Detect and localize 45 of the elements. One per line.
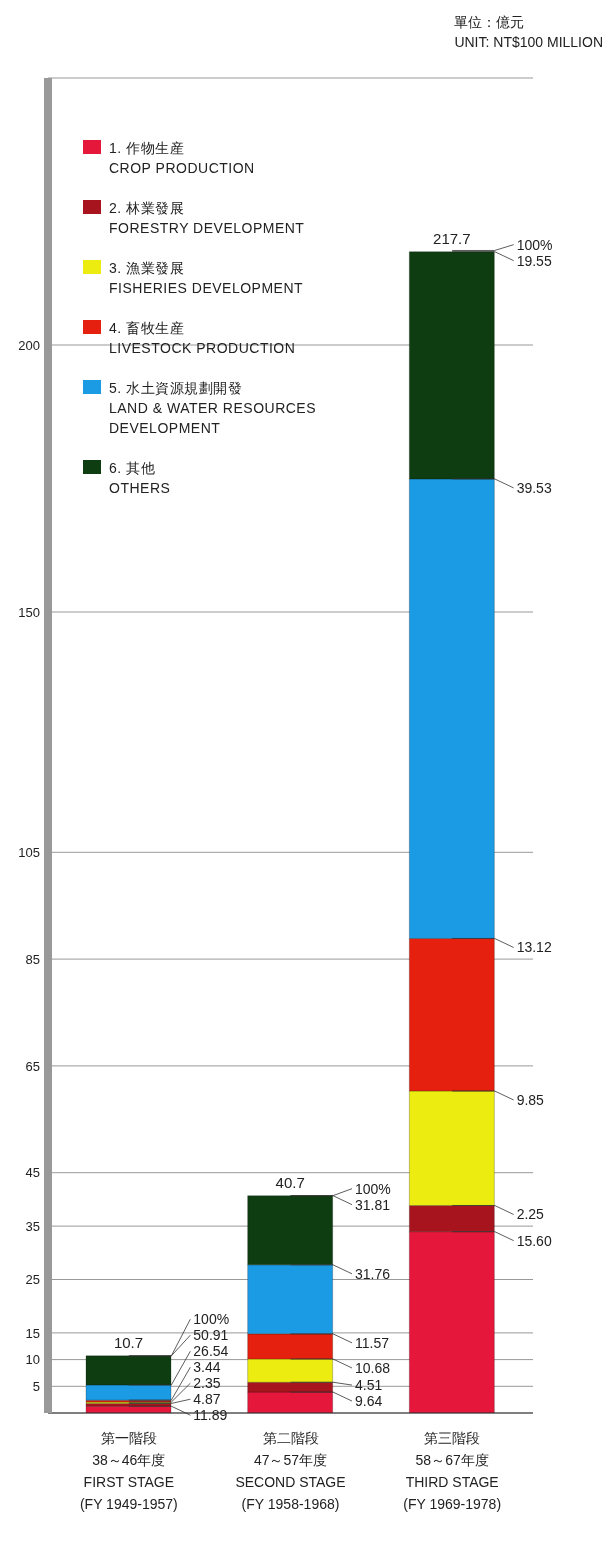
annotation: 11.57 — [355, 1334, 390, 1351]
y-tick-label: 15 — [25, 1325, 40, 1341]
y-tick-label: 105 — [18, 844, 40, 860]
annotation: 19.55 — [516, 252, 552, 269]
legend-label: 6. 其他 OTHERS — [109, 459, 171, 498]
annotation: 15.60 — [516, 1232, 552, 1249]
annotation: 100% — [355, 1180, 391, 1197]
annotation: 26.54 — [193, 1343, 229, 1360]
text: 單位：億元 — [454, 13, 526, 32]
annotation: 3.44 — [193, 1359, 221, 1376]
legend-label: 3. 漁業發展 FISHERIES DEVELOPMENT — [109, 259, 304, 298]
annotation: 9.85 — [516, 1092, 545, 1108]
y-tick-label: 10 — [25, 1352, 40, 1368]
y-tick-label: 85 — [25, 951, 40, 967]
legend-label: 5. 水土資源規劃開發 LAND & WATER RESOURCES DEVELOPMENT — [109, 379, 317, 438]
legend-label: 2. 林業發展 FORESTRY DEVELOPMENT — [109, 199, 305, 238]
y-tick-label: 200 — [18, 337, 40, 353]
total-label: 217.7 — [433, 229, 471, 247]
annotation: 4.51 — [355, 1377, 383, 1394]
text: UNIT: NT$100 MILLION — [454, 33, 603, 52]
annotation: 4.87 — [193, 1391, 221, 1408]
annotation: 39.53 — [516, 479, 552, 496]
y-tick-label: 65 — [25, 1058, 40, 1074]
annotation: 100% — [193, 1311, 230, 1328]
total-label: 40.7 — [275, 1173, 305, 1191]
x-tick-label: 第三階段 58～67年度 THIRD STAGE (FY 1969-1978) — [403, 1430, 502, 1512]
legend-label: 4. 畜牧生産 LIVESTOCK PRODUCTION — [109, 319, 296, 358]
x-tick-label: 第一階段 38～46年度 FIRST STAGE (FY 1949-1957) — [79, 1430, 178, 1512]
annotation: 100% — [516, 236, 553, 253]
y-tick-label: 35 — [25, 1218, 40, 1234]
x-tick-label: 第二階段 47～57年度 SECOND STAGE (FY 1958-1968) — [235, 1430, 346, 1512]
annotation: 31.76 — [355, 1265, 391, 1282]
annotation: 50.91 — [193, 1327, 229, 1344]
y-tick-label: 150 — [18, 604, 40, 620]
annotation: 31.81 — [355, 1196, 391, 1213]
legend-label: 1. 作物生産 CROP PRODUCTION — [109, 139, 255, 178]
annotation: 13.12 — [516, 939, 552, 956]
annotation: 2.25 — [516, 1206, 545, 1223]
annotation: 9.64 — [355, 1393, 383, 1410]
y-tick-label: 45 — [25, 1165, 40, 1181]
annotation: 10.68 — [355, 1360, 391, 1377]
y-tick-label: 5 — [32, 1378, 40, 1394]
annotation: 2.35 — [193, 1375, 221, 1392]
total-label: 10.7 — [113, 1333, 144, 1351]
y-tick-label: 25 — [25, 1272, 40, 1288]
